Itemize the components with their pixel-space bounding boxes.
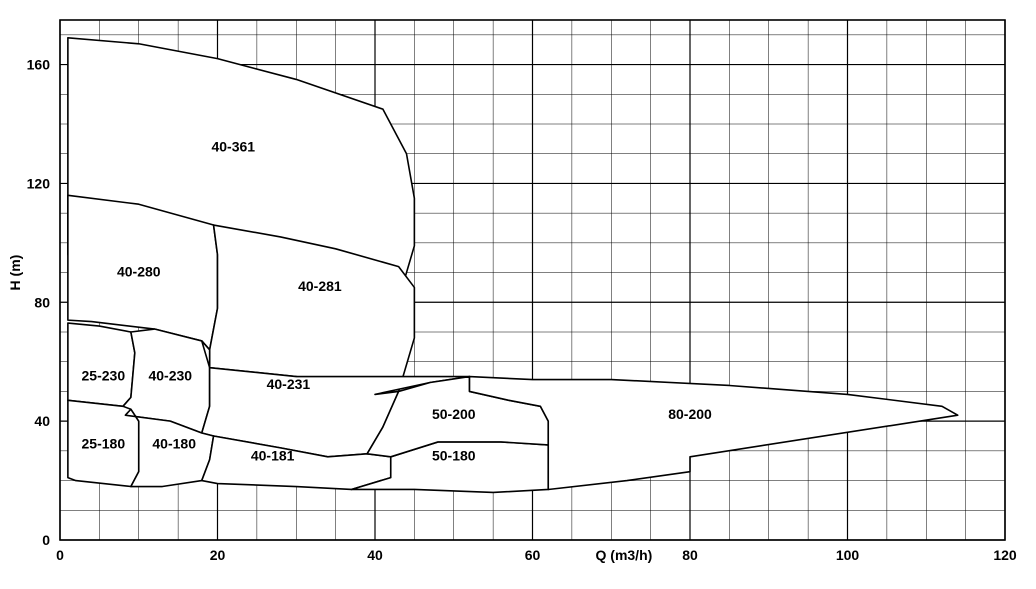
x-axis-label: Q (m3/h) [596,547,653,563]
region-label-50-200: 50-200 [432,406,476,422]
chart-container: 40-361 40-280 40-281 25-230 40-230 40-231 25-1… [0,0,1036,589]
region-label-40-230: 40-230 [148,367,192,383]
y-tick-label: 160 [27,57,51,73]
y-tick-label: 80 [34,294,50,310]
region-label-40-280: 40-280 [117,263,161,279]
y-tick-label: 40 [34,413,50,429]
y-tick-label: 0 [42,532,50,548]
y-tick-label: 120 [27,175,51,191]
region-label-40-281: 40-281 [298,278,342,294]
region-25-230 [68,323,135,406]
region-label-50-180: 50-180 [432,448,476,464]
region-label-80-200: 80-200 [668,406,712,422]
region-label-40-361: 40-361 [211,138,255,154]
region-label-40-181: 40-181 [251,448,295,464]
region-label-40-231: 40-231 [267,376,311,392]
x-tick-label: 80 [682,547,698,563]
x-tick-label: 100 [836,547,860,563]
x-tick-label: 120 [993,547,1017,563]
y-axis-label: H (m) [7,255,23,291]
region-label-25-230: 25-230 [82,367,126,383]
x-tick-label: 40 [367,547,383,563]
x-tick-label: 60 [525,547,541,563]
region-label-40-180: 40-180 [152,436,196,452]
x-tick-label: 0 [56,547,64,563]
region-label-25-180: 25-180 [82,436,126,452]
pump-chart: 40-361 40-280 40-281 25-230 40-230 40-231 25-1… [0,0,1036,589]
x-tick-label: 20 [210,547,226,563]
